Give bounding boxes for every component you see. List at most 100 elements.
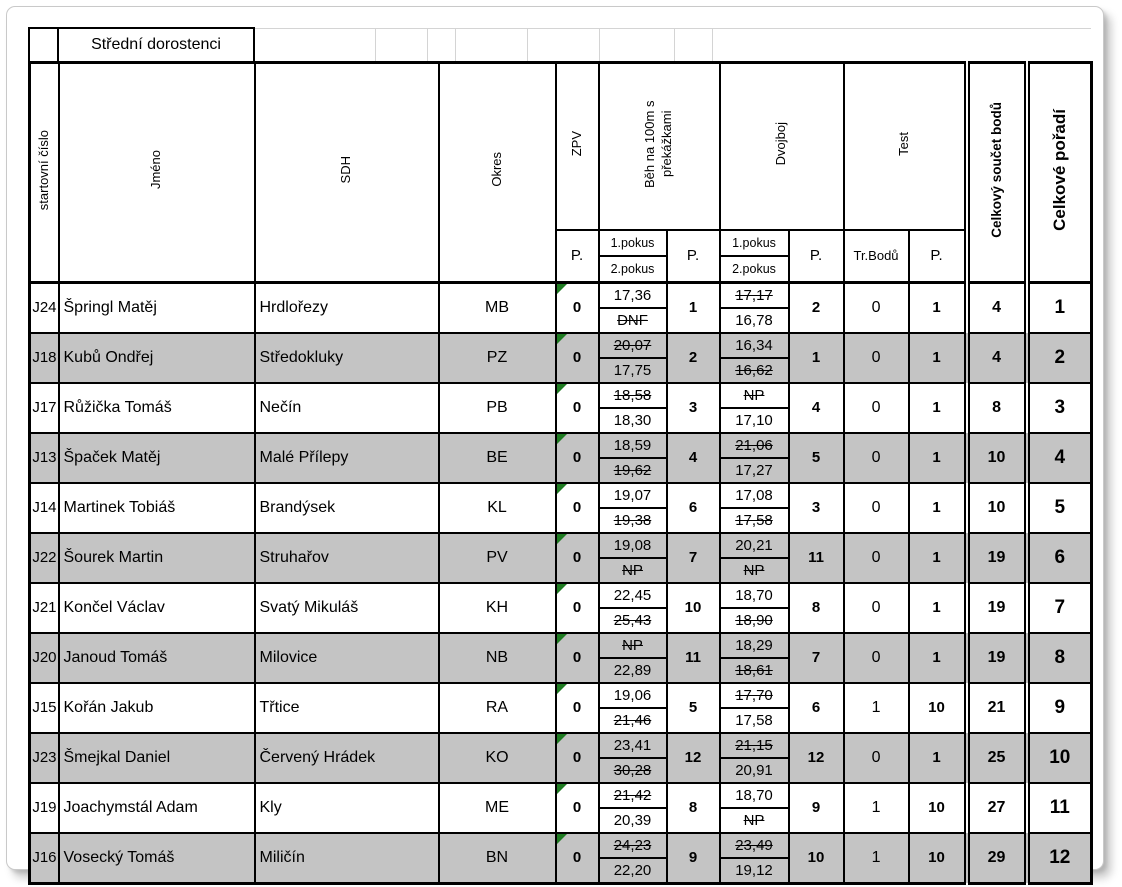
okres-cell[interactable]: BE [437,431,557,484]
test-points-cell[interactable]: 1 [907,531,968,584]
dvojboj-attempts-cell[interactable]: 18,70 NP [718,781,790,834]
zpv-points-cell[interactable]: 0 [554,381,600,434]
col-header-okres[interactable]: Okres [437,61,557,284]
overall-rank-cell[interactable]: 8 [1023,631,1093,684]
overall-rank-cell[interactable]: 12 [1023,831,1093,884]
test-points-cell[interactable]: 10 [907,781,968,834]
total-points-cell[interactable]: 19 [963,531,1028,584]
zpv-points-cell[interactable]: 0 [554,531,600,584]
sdh-cell[interactable]: Svatý Mikuláš [253,581,440,634]
test-points-cell[interactable]: 1 [907,731,968,784]
zpv-points-cell[interactable]: 0 [554,831,600,884]
run-points-cell[interactable]: 12 [665,731,721,784]
start-number-cell[interactable]: J16 [28,831,60,884]
test-penalty-cell[interactable]: 0 [842,481,910,534]
okres-cell[interactable]: KO [437,731,557,784]
test-points-cell[interactable]: 1 [907,631,968,684]
dvojboj-points-header[interactable]: P. [787,228,845,284]
okres-cell[interactable]: NB [437,631,557,684]
dvojboj-attempts-cell[interactable]: 18,29 18,61 [718,631,790,684]
run-attempts-cell[interactable]: 17,36 DNF [597,281,668,334]
test-penalty-cell[interactable]: 0 [842,381,910,434]
name-cell[interactable]: Špaček Matěj [57,431,256,484]
test-points-cell[interactable]: 1 [907,381,968,434]
sdh-cell[interactable]: Malé Přílepy [253,431,440,484]
sdh-cell[interactable]: Červený Hrádek [253,731,440,784]
start-number-cell[interactable]: J24 [28,281,60,334]
run-attempts-cell[interactable]: 23,41 30,28 [597,731,668,784]
total-points-cell[interactable]: 19 [963,631,1028,684]
dvojboj-attempts-cell[interactable]: 17,08 17,58 [718,481,790,534]
sdh-cell[interactable]: Hrdlořezy [253,281,440,334]
start-number-cell[interactable]: J23 [28,731,60,784]
total-points-cell[interactable]: 10 [963,431,1028,484]
run-attempts-cell[interactable]: 18,59 19,62 [597,431,668,484]
dvojboj-attempts-header[interactable]: 1.pokus 2.pokus [718,228,790,284]
dvojboj-attempts-cell[interactable]: 18,70 18,90 [718,581,790,634]
zpv-points-cell[interactable]: 0 [554,281,600,334]
run-points-cell[interactable]: 4 [665,431,721,484]
total-points-cell[interactable]: 4 [963,331,1028,384]
category-title-cell[interactable]: Střední dorostenci [57,27,255,61]
name-cell[interactable]: Šourek Martin [57,531,256,584]
sdh-cell[interactable]: Milovice [253,631,440,684]
dvojboj-points-cell[interactable]: 6 [787,681,845,734]
sdh-cell[interactable]: Struhařov [253,531,440,584]
dvojboj-points-cell[interactable]: 1 [787,331,845,384]
total-points-cell[interactable]: 29 [963,831,1028,884]
name-cell[interactable]: Růžička Tomáš [57,381,256,434]
zpv-points-cell[interactable]: 0 [554,331,600,384]
run-points-cell[interactable]: 11 [665,631,721,684]
run-attempts-cell[interactable]: 24,23 22,20 [597,831,668,884]
run-points-cell[interactable]: 1 [665,281,721,334]
okres-cell[interactable]: PZ [437,331,557,384]
dvojboj-points-cell[interactable]: 12 [787,731,845,784]
run-attempts-cell[interactable]: 20,07 17,75 [597,331,668,384]
test-points-header[interactable]: P. [907,228,968,284]
col-header-run-100m[interactable]: Běh na 100m s překážkami [597,61,721,231]
sdh-cell[interactable]: Středokluky [253,331,440,384]
total-points-cell[interactable]: 10 [963,481,1028,534]
name-cell[interactable]: Končel Václav [57,581,256,634]
test-penalty-cell[interactable]: 0 [842,731,910,784]
corner-cell[interactable] [28,27,59,61]
run-attempts-cell[interactable]: 18,58 18,30 [597,381,668,434]
run-points-cell[interactable]: 9 [665,831,721,884]
test-points-cell[interactable]: 1 [907,331,968,384]
sdh-cell[interactable]: Kly [253,781,440,834]
name-cell[interactable]: Špringl Matěj [57,281,256,334]
dvojboj-points-cell[interactable]: 7 [787,631,845,684]
col-header-zpv[interactable]: ZPV [554,61,600,231]
dvojboj-attempts-cell[interactable]: 23,49 19,12 [718,831,790,884]
run-points-cell[interactable]: 7 [665,531,721,584]
name-cell[interactable]: Šmejkal Daniel [57,731,256,784]
col-header-start-number[interactable]: startovní číslo [28,61,60,284]
test-penalty-cell[interactable]: 1 [842,831,910,884]
name-cell[interactable]: Kubů Ondřej [57,331,256,384]
sdh-cell[interactable]: Nečín [253,381,440,434]
dvojboj-points-cell[interactable]: 3 [787,481,845,534]
sdh-cell[interactable]: Třtice [253,681,440,734]
dvojboj-points-cell[interactable]: 10 [787,831,845,884]
total-points-cell[interactable]: 8 [963,381,1028,434]
run-attempts-cell[interactable]: 19,06 21,46 [597,681,668,734]
zpv-points-cell[interactable]: 0 [554,431,600,484]
start-number-cell[interactable]: J18 [28,331,60,384]
total-points-cell[interactable]: 19 [963,581,1028,634]
name-cell[interactable]: Kořán Jakub [57,681,256,734]
test-penalty-cell[interactable]: 0 [842,531,910,584]
overall-rank-cell[interactable]: 7 [1023,581,1093,634]
dvojboj-attempts-cell[interactable]: 21,15 20,91 [718,731,790,784]
zpv-points-cell[interactable]: 0 [554,781,600,834]
start-number-cell[interactable]: J20 [28,631,60,684]
total-points-cell[interactable]: 27 [963,781,1028,834]
zpv-points-cell[interactable]: 0 [554,631,600,684]
test-penalty-header[interactable]: Tr.Bodů [842,228,910,284]
overall-rank-cell[interactable]: 4 [1023,431,1093,484]
test-points-cell[interactable]: 10 [907,681,968,734]
okres-cell[interactable]: PV [437,531,557,584]
overall-rank-cell[interactable]: 2 [1023,331,1093,384]
total-points-cell[interactable]: 21 [963,681,1028,734]
okres-cell[interactable]: MB [437,281,557,334]
col-header-overall-rank[interactable]: Celkové pořadí [1023,61,1093,284]
